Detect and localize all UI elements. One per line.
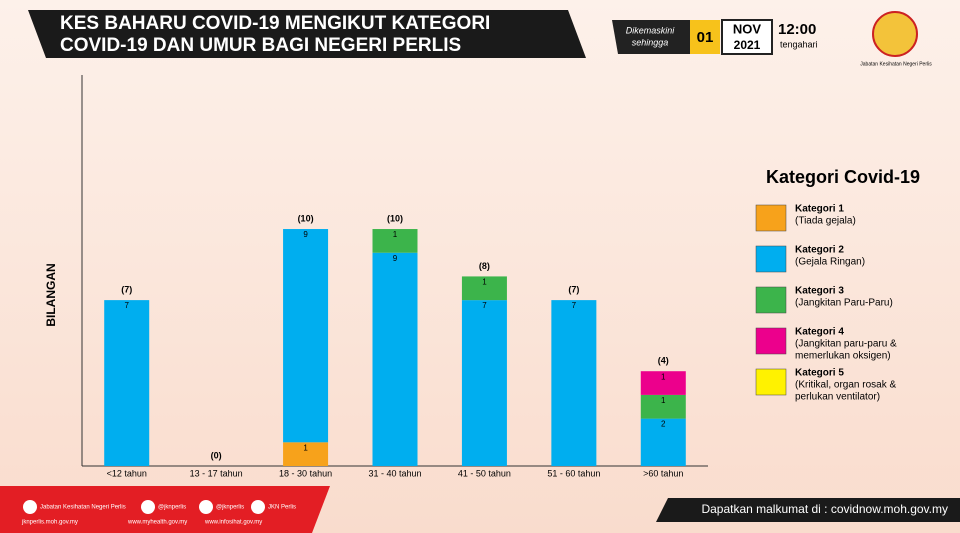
legend-name: Kategori 3 [795, 286, 844, 297]
total-label: (7) [121, 284, 132, 294]
social-icon [141, 500, 155, 514]
legend-swatch [755, 204, 787, 232]
legend-name: Kategori 4 [795, 327, 844, 338]
social-icon [251, 500, 265, 514]
data-label: 9 [393, 254, 398, 263]
data-label: 1 [393, 230, 398, 239]
footer-right [656, 498, 960, 522]
x-tick-label: 51 - 60 tahun [547, 468, 600, 478]
y-label: BILANGAN [44, 263, 58, 326]
data-label: 1 [482, 278, 487, 287]
social-handle: @jknperlis [158, 505, 186, 511]
day-box [690, 20, 720, 54]
bar-segment [461, 300, 507, 466]
bar-segment [283, 229, 329, 443]
total-label: (8) [479, 261, 490, 271]
legend-swatch [755, 286, 787, 314]
total-label: (10) [298, 213, 314, 223]
bar-segment [283, 442, 329, 466]
bar-segment [372, 252, 418, 466]
social-handle: JKN Perlis [268, 505, 296, 511]
data-label: 7 [482, 301, 487, 310]
total-label: (10) [387, 213, 403, 223]
data-label: 1 [661, 396, 666, 405]
legend-swatch [755, 368, 787, 396]
bar-segment [640, 371, 686, 395]
legend-description: (Tiada gejala) [795, 216, 856, 227]
website: www.myhealth.gov.my [127, 520, 187, 526]
x-tick-label: 18 - 30 tahun [279, 468, 332, 478]
legend-description: memerlukan oksigen) [795, 351, 891, 362]
x-tick-label: 41 - 50 tahun [458, 468, 511, 478]
website: www.infosihat.gov.my [204, 520, 262, 526]
total-label: (4) [658, 356, 669, 366]
day: 01 [697, 29, 714, 46]
date-box [612, 20, 690, 54]
data-label: 7 [124, 301, 129, 310]
logo-caption: Jabatan Kesihatan Negeri Perlis [860, 61, 932, 67]
legend-name: Kategori 1 [795, 204, 844, 215]
time: 12:00 [778, 21, 816, 38]
social-icon [23, 500, 37, 514]
footer-left [0, 486, 330, 533]
social-handle: @jknperlis [216, 505, 244, 511]
data-label: 9 [303, 230, 308, 239]
year: 2021 [734, 38, 761, 52]
x-tick-label: <12 tahun [107, 468, 147, 478]
legend-name: Kategori 5 [795, 368, 844, 379]
total-label: (7) [568, 284, 579, 294]
month: NOV [733, 21, 762, 36]
legend-name: Kategori 2 [795, 245, 844, 256]
data-label: 7 [572, 301, 577, 310]
legend-swatch [755, 327, 787, 355]
bar-segment [640, 418, 686, 466]
social-handle: Jabatan Kesihatan Negeri Perlis [40, 505, 126, 511]
legend-description: (Jangkitan paru-paru & [795, 339, 897, 350]
month-box [721, 19, 773, 55]
x-tick-label: >60 tahun [643, 468, 683, 478]
bar-segment [551, 300, 597, 466]
legend-description: (Jangkitan Paru-Paru) [795, 298, 893, 309]
legend-description: perlukan ventilator) [795, 392, 880, 403]
data-label: 1 [661, 372, 666, 381]
time-note: tengahari [780, 39, 818, 49]
legend-description: (Gejala Ringan) [795, 257, 865, 268]
legend-title: Kategori Covid-19 [766, 167, 920, 187]
updated: sehingga [632, 37, 669, 47]
x-tick-label: 31 - 40 tahun [368, 468, 421, 478]
footer-info: Dapatkan malkumat di : covidnow.moh.gov.… [701, 502, 948, 516]
bar-segment [104, 300, 150, 466]
legend-swatch [755, 245, 787, 273]
bar-segment [372, 229, 418, 253]
logo [872, 11, 918, 57]
data-label: 1 [303, 443, 308, 452]
title: COVID-19 DAN UMUR BAGI NEGERI PERLIS [60, 35, 461, 56]
website: jknperlis.moh.gov.my [21, 520, 78, 526]
social-icon [199, 500, 213, 514]
title: KES BAHARU COVID-19 MENGIKUT KATEGORI [60, 13, 490, 34]
legend-description: (Kritikal, organ rosak & [795, 380, 896, 391]
x-tick-label: 13 - 17 tahun [190, 468, 243, 478]
bar-segment [461, 276, 507, 301]
total-label: (0) [211, 450, 222, 460]
data-label: 2 [661, 420, 666, 429]
title-banner [28, 10, 586, 58]
updated: Dikemaskini [626, 25, 676, 35]
bar-segment [640, 394, 686, 419]
